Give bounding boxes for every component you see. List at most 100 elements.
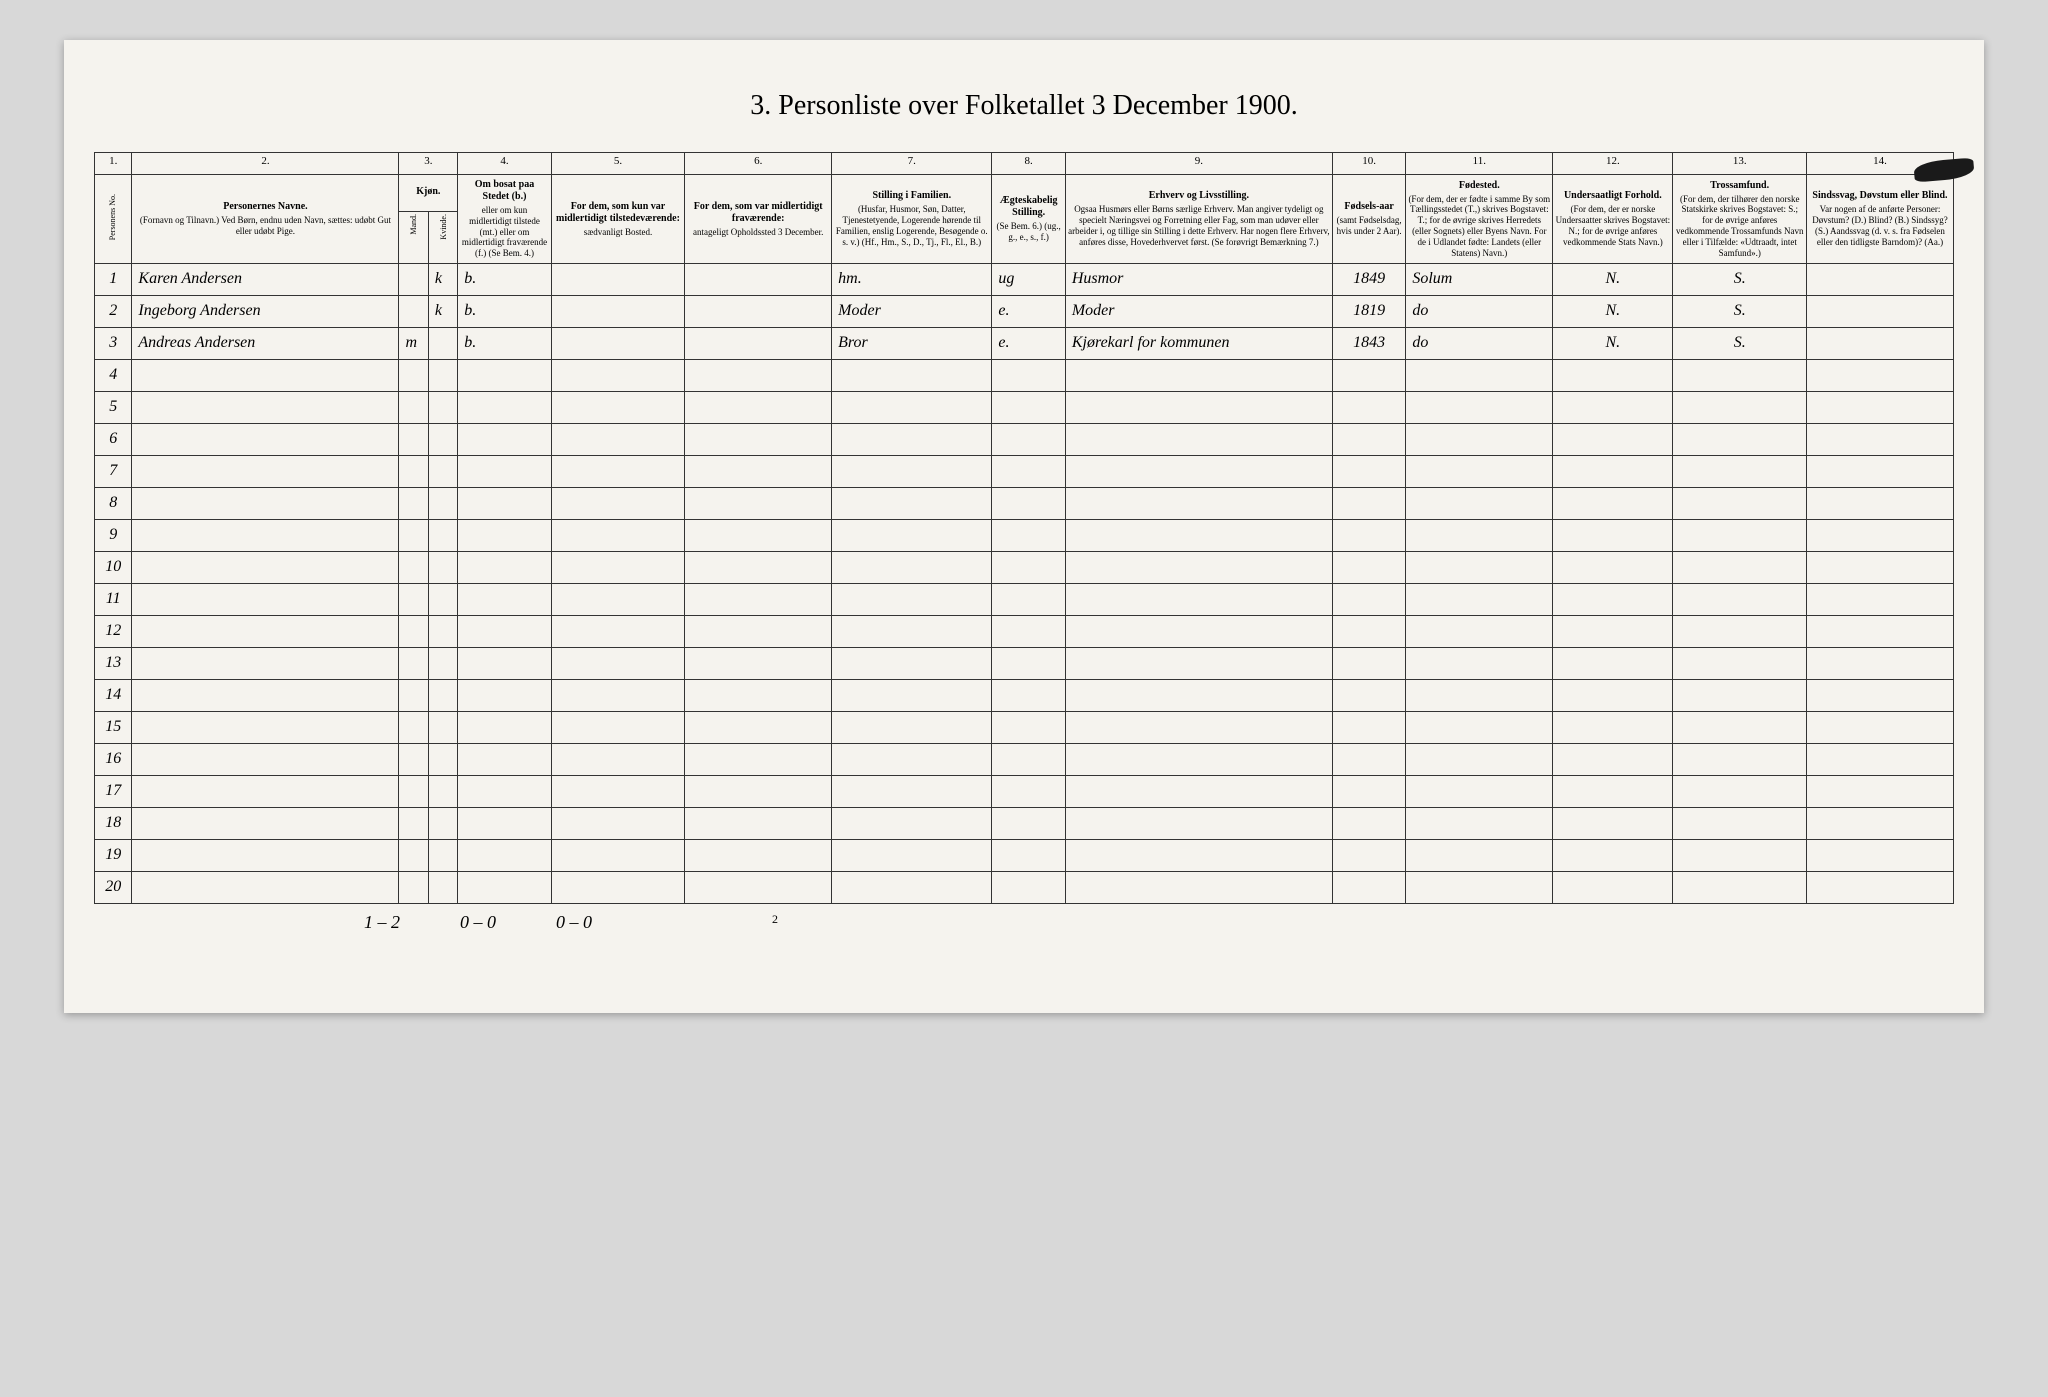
empty-cell xyxy=(1332,871,1405,903)
empty-cell xyxy=(1406,679,1553,711)
cell-m: m xyxy=(399,327,428,359)
empty-cell xyxy=(1065,871,1332,903)
empty-cell xyxy=(1553,487,1673,519)
col-num: 1. xyxy=(95,153,132,175)
empty-cell xyxy=(832,839,992,871)
empty-cell xyxy=(458,551,551,583)
cell-c12: N. xyxy=(1553,327,1673,359)
col-num: 2. xyxy=(132,153,399,175)
empty-cell xyxy=(1553,647,1673,679)
empty-cell xyxy=(1673,487,1807,519)
empty-cell xyxy=(832,583,992,615)
empty-cell xyxy=(992,487,1065,519)
empty-cell xyxy=(832,519,992,551)
empty-cell xyxy=(551,839,685,871)
cell-k: k xyxy=(428,263,457,295)
cell-m xyxy=(399,295,428,327)
empty-cell xyxy=(1406,807,1553,839)
empty-cell xyxy=(458,743,551,775)
header-family-position: Stilling i Familien. (Husfar, Husmor, Sø… xyxy=(832,175,992,264)
empty-cell xyxy=(685,775,832,807)
col-num: 4. xyxy=(458,153,551,175)
table-row: 12 xyxy=(95,615,1954,647)
header-temp-absent: For dem, som var midlertidigt fraværende… xyxy=(685,175,832,264)
empty-cell xyxy=(832,391,992,423)
empty-cell xyxy=(458,871,551,903)
empty-cell xyxy=(1553,775,1673,807)
empty-cell xyxy=(132,871,399,903)
empty-cell xyxy=(458,423,551,455)
empty-cell xyxy=(992,359,1065,391)
empty-cell xyxy=(1332,711,1405,743)
empty-cell xyxy=(458,775,551,807)
empty-cell xyxy=(992,807,1065,839)
empty-cell xyxy=(458,807,551,839)
empty-cell xyxy=(428,615,457,647)
empty-cell xyxy=(458,391,551,423)
empty-cell xyxy=(132,551,399,583)
empty-cell xyxy=(685,839,832,871)
column-number-row: 1. 2. 3. 4. 5. 6. 7. 8. 9. 10. 11. 12. 1… xyxy=(95,153,1954,175)
col-num: 10. xyxy=(1332,153,1405,175)
empty-cell xyxy=(992,839,1065,871)
empty-cell xyxy=(428,743,457,775)
empty-cell xyxy=(1065,839,1332,871)
header-names: Personernes Navne. (Fornavn og Tilnavn.)… xyxy=(132,175,399,264)
empty-cell xyxy=(551,807,685,839)
empty-cell xyxy=(458,679,551,711)
empty-cell xyxy=(1065,775,1332,807)
empty-cell xyxy=(1332,519,1405,551)
col-num: 3. xyxy=(399,153,458,175)
empty-cell xyxy=(685,615,832,647)
cell-c5 xyxy=(551,263,685,295)
empty-cell xyxy=(992,775,1065,807)
row-number: 5 xyxy=(95,391,132,423)
page-number: 2 xyxy=(772,912,778,933)
empty-cell xyxy=(399,359,428,391)
empty-cell xyxy=(1806,775,1953,807)
empty-cell xyxy=(992,647,1065,679)
empty-cell xyxy=(458,359,551,391)
cell-c7: Bror xyxy=(832,327,992,359)
empty-cell xyxy=(428,679,457,711)
table-row: 1Karen Andersenkb.hm.ugHusmor1849SolumN.… xyxy=(95,263,1954,295)
cell-c14 xyxy=(1806,327,1953,359)
empty-cell xyxy=(399,711,428,743)
empty-cell xyxy=(1553,807,1673,839)
empty-cell xyxy=(1553,679,1673,711)
header-temp-present: For dem, som kun var midlertidigt tilste… xyxy=(551,175,685,264)
cell-c12: N. xyxy=(1553,263,1673,295)
empty-cell xyxy=(832,679,992,711)
table-row: 3Andreas Andersenmb.Brore.Kjørekarl for … xyxy=(95,327,1954,359)
cell-c8: e. xyxy=(992,295,1065,327)
empty-cell xyxy=(832,711,992,743)
empty-cell xyxy=(1406,711,1553,743)
empty-cell xyxy=(1673,775,1807,807)
empty-cell xyxy=(992,391,1065,423)
header-marital: Ægteskabelig Stilling. (Se Bem. 6.) (ug.… xyxy=(992,175,1065,264)
cell-c6 xyxy=(685,295,832,327)
empty-cell xyxy=(992,743,1065,775)
footer-tally-2: 0 – 0 xyxy=(460,912,496,933)
row-number: 20 xyxy=(95,871,132,903)
row-number: 13 xyxy=(95,647,132,679)
empty-cell xyxy=(399,871,428,903)
empty-cell xyxy=(551,423,685,455)
empty-cell xyxy=(1806,423,1953,455)
empty-cell xyxy=(685,487,832,519)
empty-cell xyxy=(1673,647,1807,679)
table-row: 14 xyxy=(95,679,1954,711)
empty-cell xyxy=(1332,679,1405,711)
empty-cell xyxy=(1065,423,1332,455)
empty-cell xyxy=(551,679,685,711)
empty-cell xyxy=(132,647,399,679)
empty-cell xyxy=(832,807,992,839)
empty-cell xyxy=(992,519,1065,551)
empty-cell xyxy=(1553,711,1673,743)
empty-cell xyxy=(399,743,428,775)
empty-cell xyxy=(458,583,551,615)
empty-cell xyxy=(551,743,685,775)
row-number: 10 xyxy=(95,551,132,583)
empty-cell xyxy=(551,583,685,615)
cell-c11: do xyxy=(1406,295,1553,327)
